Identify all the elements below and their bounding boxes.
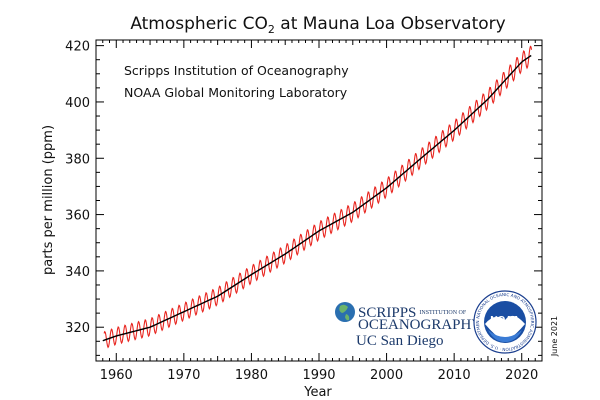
logo-background bbox=[330, 292, 460, 352]
ucsd-logo-text: UC San Diego bbox=[356, 333, 444, 349]
scripps-logo-text: SCRIPPS INSTITUTION OF bbox=[358, 305, 467, 321]
x-tick-label: 2000 bbox=[370, 368, 403, 383]
x-tick-label: 1960 bbox=[100, 368, 133, 383]
y-tick-label: 360 bbox=[65, 209, 90, 224]
oceanography-logo-text: OCEANOGRAPHY bbox=[358, 317, 482, 333]
x-tick-label: 2010 bbox=[438, 368, 471, 383]
noaa-logo-text: NOAA bbox=[490, 315, 519, 326]
chart-title-main: Atmospheric CO bbox=[130, 14, 268, 34]
noaa-wave-shape bbox=[488, 330, 522, 342]
chart-title: Atmospheric CO2 at Mauna Loa Observatory bbox=[130, 14, 505, 36]
y-tick-label: 340 bbox=[65, 265, 90, 280]
y-tick-label: 400 bbox=[65, 96, 90, 111]
x-tick-label: 1970 bbox=[167, 368, 200, 383]
scripps-word: SCRIPPS bbox=[358, 305, 416, 321]
axis-ticks: 1960 1970 1980 1990 2000 2010 2020 320 340 360 380… bbox=[65, 40, 542, 383]
chart-title-suffix: at Mauna Loa Observatory bbox=[275, 14, 506, 34]
noaa-bird-icon bbox=[485, 315, 525, 342]
scripps-ucsd-logo: SCRIPPS INSTITUTION OF OCEANOGRAPHY UC Sa… bbox=[330, 292, 482, 352]
y-tick-label: 380 bbox=[65, 152, 90, 167]
x-tick-label: 2020 bbox=[505, 368, 538, 383]
source-noaa: NOAA Global Monitoring Laboratory bbox=[124, 85, 348, 100]
y-axis-label: parts per million (ppm) bbox=[41, 125, 56, 275]
monthly-co2-line bbox=[103, 45, 533, 349]
globe-land-shape bbox=[339, 304, 350, 321]
x-tick-label: 1980 bbox=[235, 368, 268, 383]
source-scripps: Scripps Institution of Oceanography bbox=[124, 63, 349, 78]
x-axis-label: Year bbox=[303, 385, 332, 400]
y-tick-label: 320 bbox=[65, 321, 90, 336]
chart-title-subscript: 2 bbox=[268, 23, 275, 36]
trend-co2-line bbox=[102, 54, 532, 342]
data-series bbox=[102, 45, 533, 349]
y-tick-label: 420 bbox=[65, 40, 90, 55]
x-tick-label: 1990 bbox=[302, 368, 335, 383]
scripps-institution-of: INSTITUTION OF bbox=[419, 310, 466, 316]
date-stamp: June 2021 bbox=[550, 316, 559, 357]
